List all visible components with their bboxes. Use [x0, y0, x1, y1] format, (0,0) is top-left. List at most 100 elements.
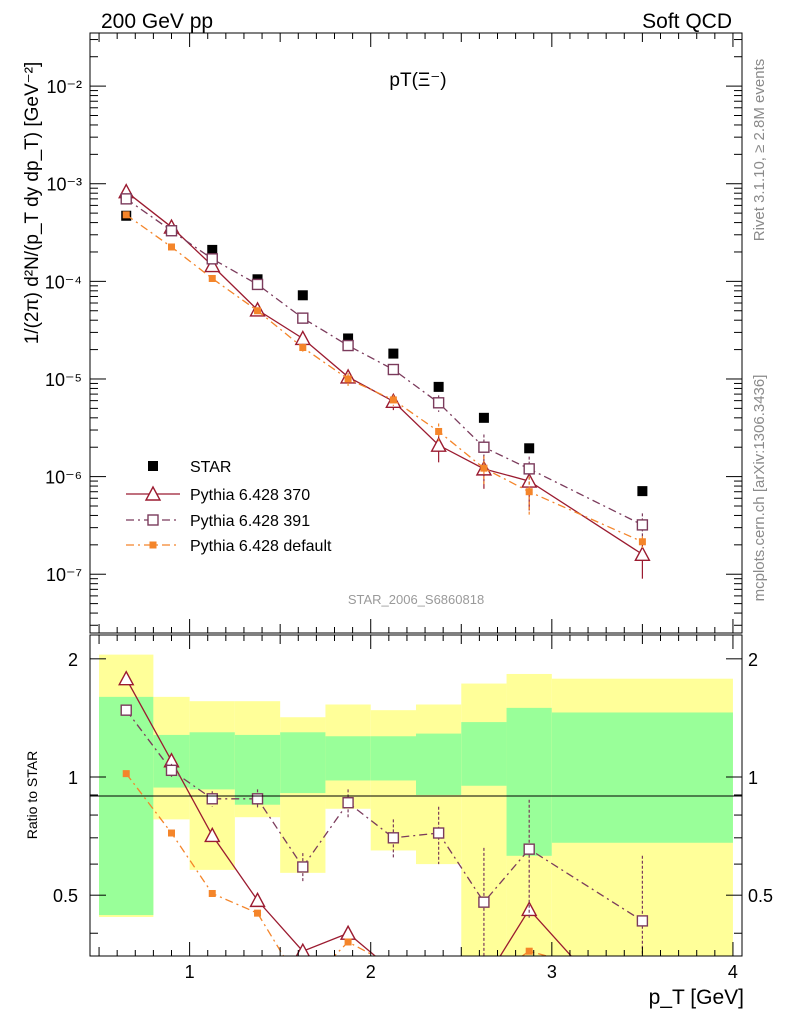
data-point [524, 443, 535, 454]
y-axis-label: 1/(2π) d²N/(p_T dy dp_T) [GeV⁻²] [22, 62, 43, 345]
stat-band [461, 722, 507, 786]
ratio-point [118, 670, 135, 686]
ratio-point [206, 793, 218, 805]
ratio-point [342, 797, 354, 809]
y-tick-label: 10⁻⁶ [45, 468, 82, 488]
ratio-tick-label: 2 [68, 650, 78, 670]
ratio-point [432, 827, 445, 839]
data-point [120, 193, 132, 205]
stat-band [416, 733, 462, 795]
data-point [638, 538, 646, 546]
ratio-tick-label: 0.5 [53, 886, 78, 906]
data-point [523, 463, 535, 475]
legend-label: Pythia 6.428 370 [190, 487, 310, 504]
header-left: 200 GeV pp [101, 10, 213, 33]
ratio-tick-label-right: 0.5 [748, 886, 773, 906]
ratio-point [477, 975, 491, 988]
main-plot-frame [89, 32, 743, 634]
y-tick-label: 10⁻³ [46, 175, 82, 195]
data-point [297, 290, 308, 301]
stat-band [506, 707, 552, 856]
stat-band [280, 732, 326, 794]
stat-band [325, 736, 371, 781]
ratio-point [435, 979, 442, 986]
data-point [433, 381, 444, 392]
ratio-point [165, 764, 178, 777]
ratio-point [636, 915, 649, 927]
ratio-point [208, 889, 216, 897]
series-line [125, 198, 643, 526]
data-point [206, 253, 218, 265]
data-point [299, 344, 307, 352]
data-point [478, 412, 489, 423]
ratio-point [639, 979, 646, 986]
data-point [637, 486, 648, 497]
data-point [430, 436, 447, 452]
data-point [342, 339, 354, 352]
header-right: Soft QCD [642, 10, 732, 33]
ratio-point [122, 770, 130, 778]
data-point [122, 211, 130, 219]
legend-label: Pythia 6.428 391 [190, 513, 310, 530]
mcplots-label: mcplots.cern.ch [arXiv:1306.3436] [751, 375, 768, 602]
chart-title: pT(Ξ⁻) [389, 70, 446, 91]
data-point [204, 257, 221, 273]
y-tick-label: 10⁻² [46, 77, 82, 97]
ratio-plot-frame [89, 634, 743, 957]
legend-label: Pythia 6.428 default [190, 538, 332, 555]
legend-marker [144, 485, 162, 501]
data-point [389, 396, 397, 404]
ratio-point [299, 985, 306, 992]
ratio-point [204, 826, 221, 843]
data-point [343, 333, 354, 344]
axes-ticks: 1 2 3 4 10⁻⁷ 10⁻⁶ 10⁻⁵ 10⁻⁴ 10⁻³ 10⁻² 0.5 0.5 1 1 2 2 [45, 33, 773, 982]
x-axis-label: p_T [GeV] [649, 986, 744, 1009]
x-tick-label: 4 [728, 962, 738, 982]
x-tick-label: 3 [547, 962, 557, 982]
data-point [634, 545, 651, 561]
data-point [254, 307, 262, 315]
ratio-point [120, 704, 132, 716]
ratio-uncertainty-bands [99, 654, 733, 956]
stat-band [551, 712, 733, 843]
data-point [344, 375, 352, 383]
ratio-point [344, 938, 352, 946]
data-point [165, 225, 178, 237]
main-plot-series [118, 183, 651, 579]
stat-band [189, 732, 235, 790]
data-point [521, 472, 538, 488]
data-point [208, 274, 216, 282]
ratio-point [297, 861, 309, 873]
legend-label: STAR [190, 459, 231, 476]
ratio-point [480, 979, 487, 986]
y-tick-label: 10⁻⁷ [46, 565, 82, 585]
data-point [387, 363, 400, 376]
data-point [297, 312, 309, 324]
ratio-point [432, 1006, 446, 1019]
ratio-point [390, 963, 397, 970]
y-tick-label: 10⁻⁴ [45, 272, 82, 292]
y-tick-label: 10⁻⁵ [45, 370, 82, 390]
data-point [636, 519, 649, 531]
ratio-plot-series [118, 670, 649, 1019]
rivet-label: Rivet 3.1.10, ≥ 2.8M events [751, 59, 768, 242]
ratio-point [386, 964, 400, 977]
ratio-point [254, 909, 262, 917]
ratio-tick-label-right: 2 [748, 650, 758, 670]
legend-marker [149, 541, 157, 549]
ratio-point [295, 942, 310, 956]
data-point [388, 348, 399, 359]
data-point [168, 243, 175, 251]
legend: STAR Pythia 6.428 370 Pythia 6.428 391 Pyth… [126, 459, 332, 555]
ratio-y-axis-label: Ratio to STAR [24, 751, 40, 839]
stat-band [234, 734, 281, 805]
ratio-tick-label-right: 1 [748, 768, 758, 788]
data-point [525, 488, 533, 496]
ratio-point [525, 947, 533, 955]
data-point [435, 427, 443, 435]
ratio-point [478, 896, 490, 908]
data-point [478, 441, 490, 453]
legend-marker [148, 461, 158, 471]
data-point [251, 278, 264, 291]
